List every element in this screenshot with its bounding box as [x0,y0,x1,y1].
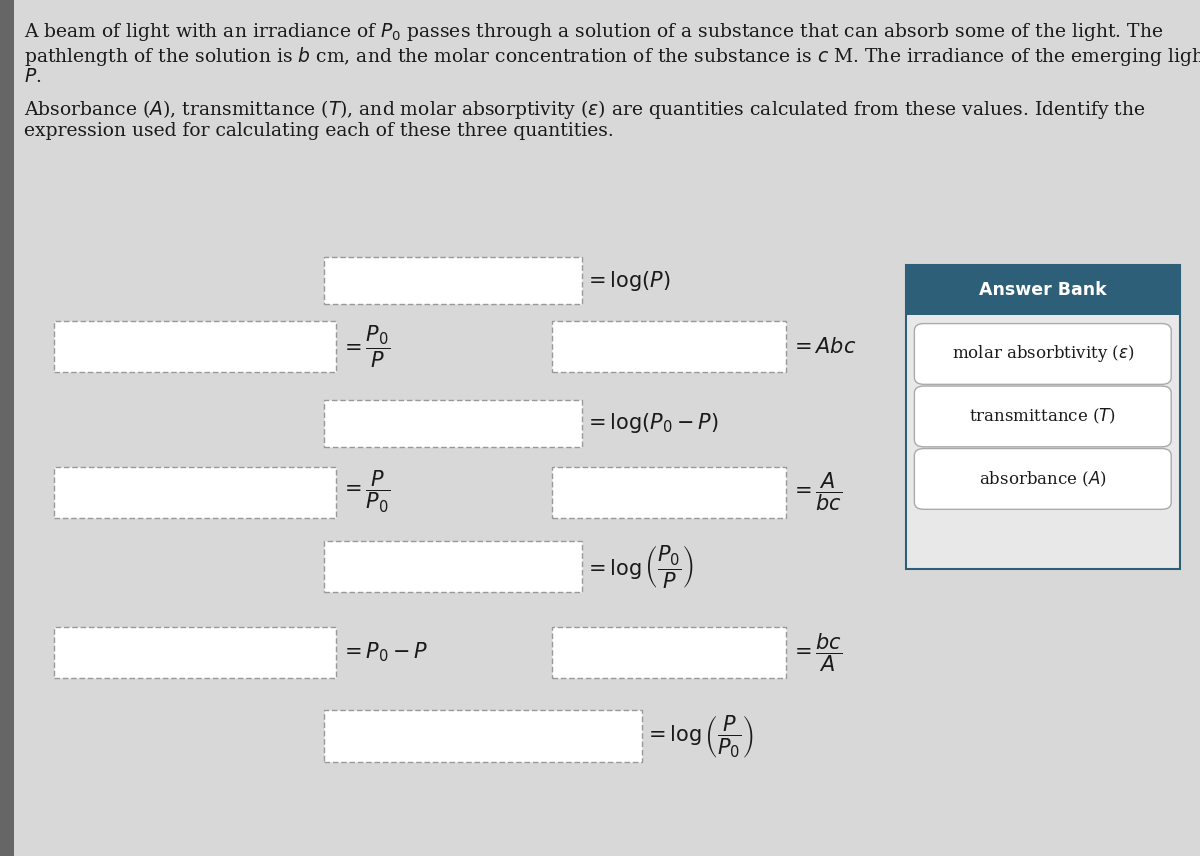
FancyBboxPatch shape [906,265,1180,315]
Text: $= \log(P_0 - P)$: $= \log(P_0 - P)$ [584,411,719,435]
Bar [0,0,14,856]
Text: pathlength of the solution is $b$ cm, and the molar concentration of the substan: pathlength of the solution is $b$ cm, an… [24,45,1200,68]
FancyBboxPatch shape [906,265,1180,569]
Text: $= \dfrac{A}{bc}$: $= \dfrac{A}{bc}$ [790,471,842,514]
FancyBboxPatch shape [914,449,1171,509]
Text: $= \dfrac{P_0}{P}$: $= \dfrac{P_0}{P}$ [340,324,390,370]
FancyBboxPatch shape [324,710,642,762]
Text: $= P_0 - P$: $= P_0 - P$ [340,640,428,664]
Text: $= \dfrac{P}{P_0}$: $= \dfrac{P}{P_0}$ [340,469,390,515]
FancyBboxPatch shape [552,627,786,678]
Text: transmittance ($T$): transmittance ($T$) [970,407,1116,426]
Text: $= \log(P)$: $= \log(P)$ [584,269,671,293]
FancyBboxPatch shape [914,386,1171,447]
Text: $= \log\left(\dfrac{P_0}{P}\right)$: $= \log\left(\dfrac{P_0}{P}\right)$ [584,544,694,590]
Text: Answer Bank: Answer Bank [979,281,1106,300]
FancyBboxPatch shape [324,257,582,304]
Text: molar absorbtivity ($\epsilon$): molar absorbtivity ($\epsilon$) [952,343,1134,365]
Text: expression used for calculating each of these three quantities.: expression used for calculating each of … [24,122,613,140]
FancyBboxPatch shape [324,541,582,592]
Text: $= \dfrac{bc}{A}$: $= \dfrac{bc}{A}$ [790,631,842,674]
FancyBboxPatch shape [54,467,336,518]
Text: Absorbance ($A$), transmittance ($T$), and molar absorptivity ($\epsilon$) are q: Absorbance ($A$), transmittance ($T$), a… [24,98,1146,122]
Text: $P$.: $P$. [24,68,42,86]
Text: $= \log\left(\dfrac{P}{P_0}\right)$: $= \log\left(\dfrac{P}{P_0}\right)$ [644,713,754,759]
FancyBboxPatch shape [914,324,1171,384]
Text: A beam of light with an irradiance of $P_0$ passes through a solution of a subst: A beam of light with an irradiance of $P… [24,21,1163,44]
FancyBboxPatch shape [324,400,582,447]
FancyBboxPatch shape [54,321,336,372]
Text: absorbance ($A$): absorbance ($A$) [979,469,1106,489]
FancyBboxPatch shape [552,467,786,518]
FancyBboxPatch shape [54,627,336,678]
FancyBboxPatch shape [552,321,786,372]
Text: $= Abc$: $= Abc$ [790,336,856,357]
